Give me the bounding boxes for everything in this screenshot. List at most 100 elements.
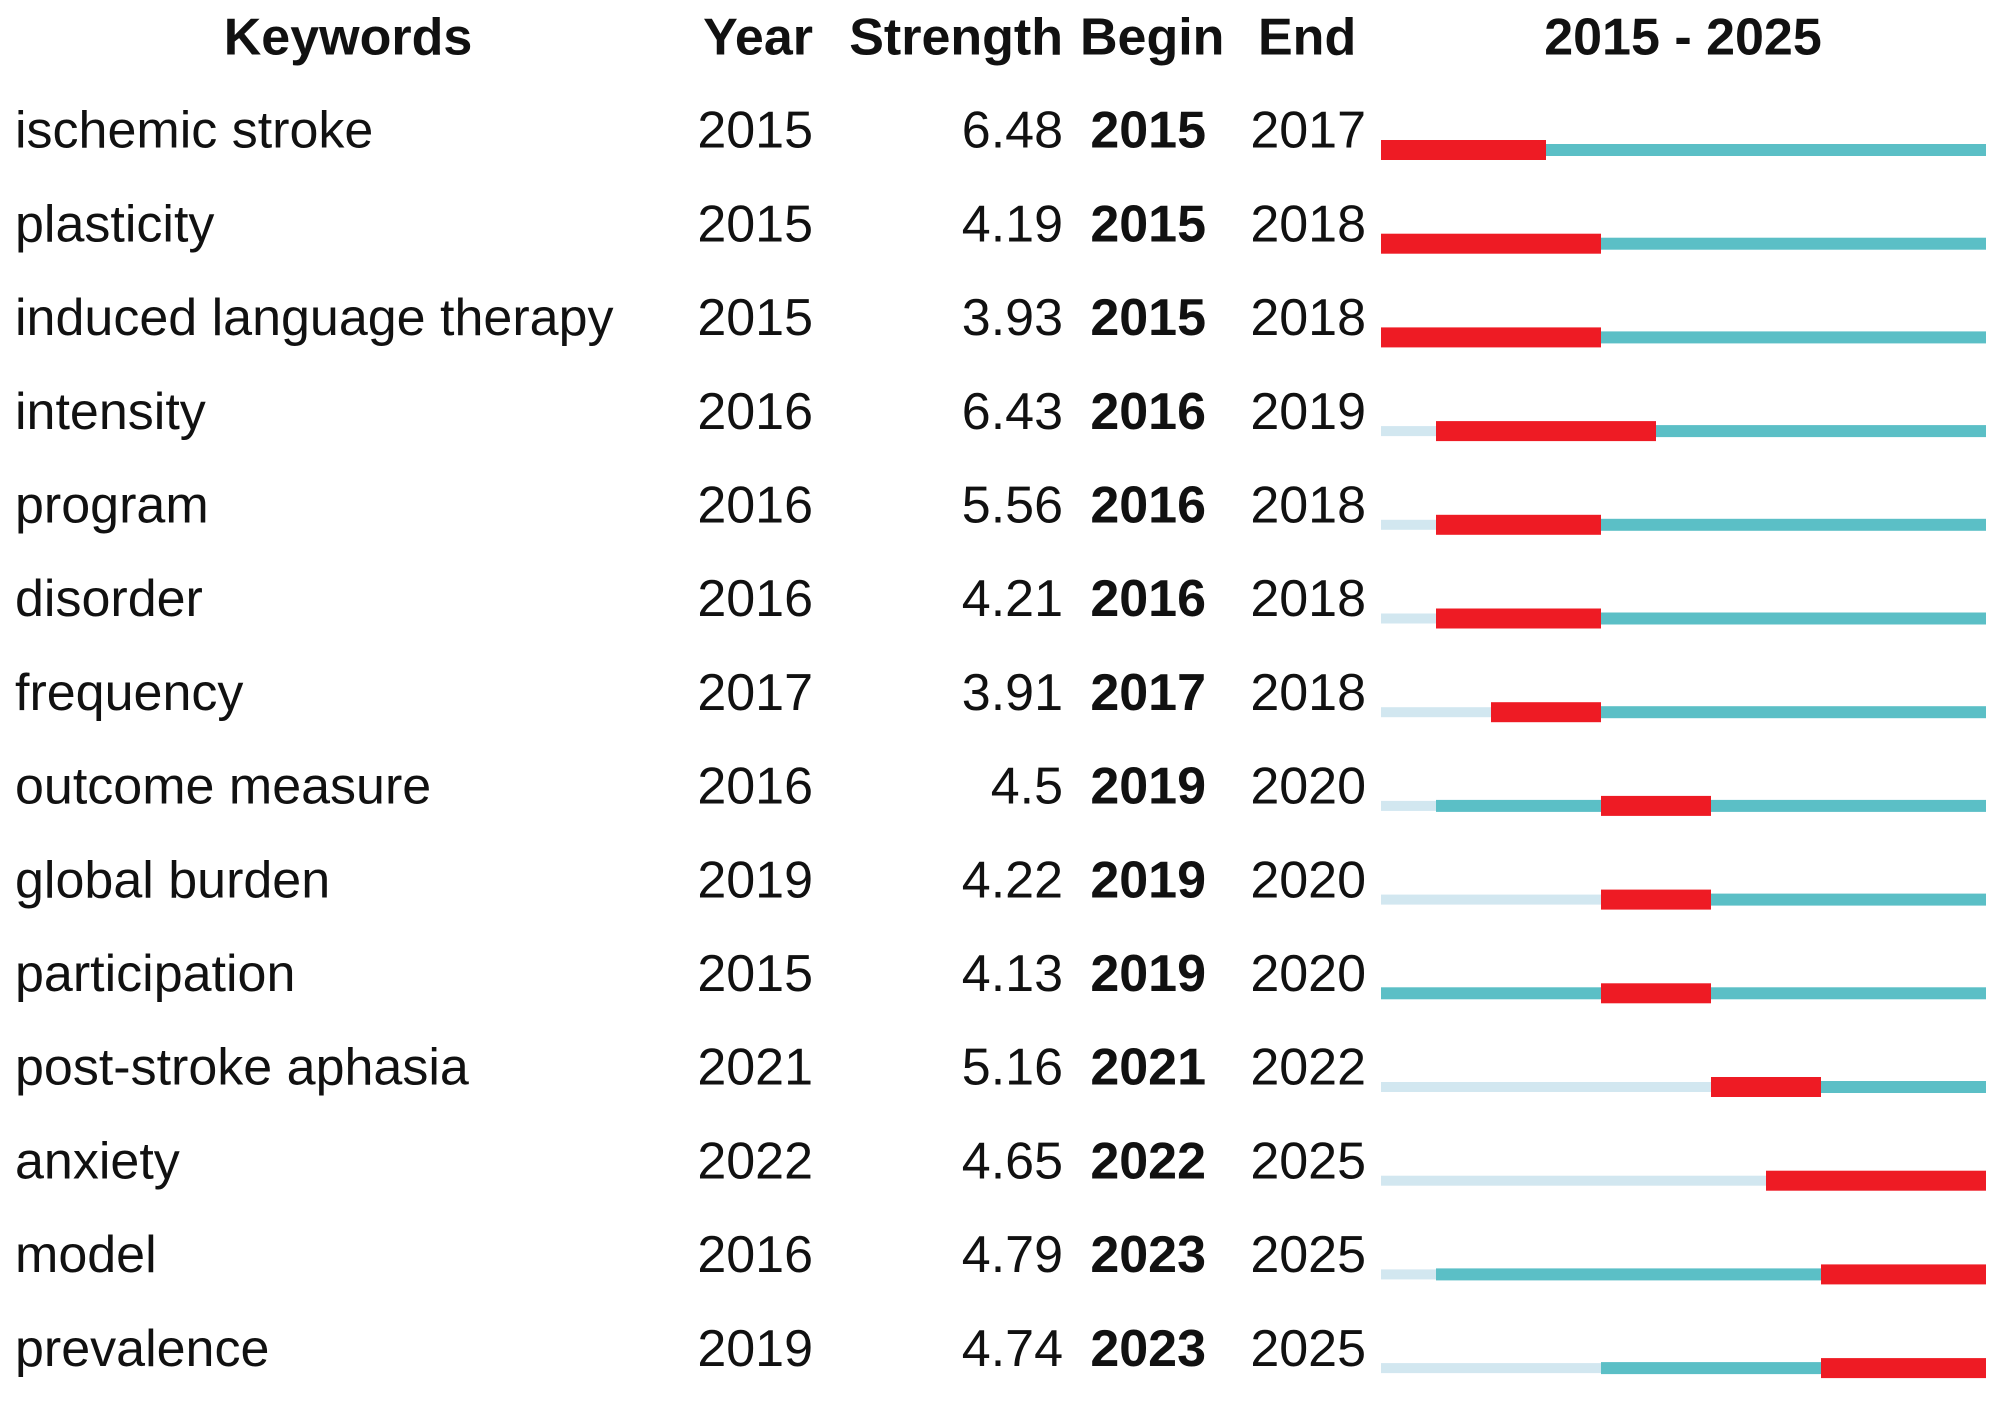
strength: 4.65 [962, 1132, 1063, 1190]
end: 2018 [1250, 477, 1366, 535]
year: 2015 [697, 289, 813, 347]
end: 2018 [1250, 570, 1366, 628]
strength: 4.5 [991, 758, 1063, 816]
year: 2015 [697, 102, 813, 160]
timeline-before [1381, 707, 1491, 718]
header-begin: Begin [1080, 9, 1224, 67]
burst [1381, 233, 1601, 254]
begin: 2021 [1090, 1039, 1206, 1097]
keyword: post-stroke aphasia [15, 1039, 469, 1097]
end: 2020 [1250, 945, 1366, 1003]
burst [1436, 421, 1656, 442]
burst [1491, 702, 1601, 723]
timeline-before [1381, 1363, 1601, 1374]
begin: 2017 [1090, 664, 1206, 722]
keyword: model [15, 1226, 157, 1284]
burst [1381, 140, 1546, 160]
strength: 6.48 [962, 102, 1063, 160]
year: 2016 [697, 570, 813, 628]
begin: 2023 [1090, 1226, 1206, 1284]
year: 2015 [697, 945, 813, 1003]
keyword: program [15, 477, 209, 535]
burst [1601, 889, 1711, 910]
burst [1711, 1077, 1821, 1097]
keyword: plasticity [15, 195, 214, 253]
end: 2018 [1250, 289, 1366, 347]
strength: 4.13 [962, 945, 1063, 1003]
keyword: induced language therapy [15, 289, 613, 347]
year: 2016 [697, 383, 813, 441]
year: 2019 [697, 851, 813, 909]
timeline-before [1381, 1269, 1436, 1280]
year: 2019 [697, 1320, 813, 1378]
end: 2025 [1250, 1320, 1366, 1378]
strength: 4.21 [962, 570, 1063, 628]
end: 2022 [1250, 1039, 1366, 1097]
strength: 4.79 [962, 1226, 1063, 1284]
header-end: End [1258, 9, 1356, 67]
begin: 2016 [1090, 570, 1206, 628]
keyword: participation [15, 945, 295, 1003]
keyword: frequency [15, 664, 243, 722]
year: 2021 [697, 1039, 813, 1097]
header-timeline: 2015 - 2025 [1544, 9, 1822, 67]
strength: 4.19 [962, 195, 1063, 253]
end: 2017 [1250, 102, 1366, 160]
end: 2019 [1250, 383, 1366, 441]
keyword: outcome measure [15, 758, 431, 816]
strength: 5.56 [962, 477, 1063, 535]
burst [1821, 1264, 1986, 1285]
begin: 2015 [1090, 102, 1206, 160]
timeline-before [1381, 1082, 1711, 1092]
timeline-before [1381, 519, 1436, 530]
timeline-active [1491, 706, 1986, 719]
keyword: prevalence [15, 1320, 269, 1378]
year: 2016 [697, 477, 813, 535]
begin: 2019 [1090, 945, 1206, 1003]
end: 2020 [1250, 758, 1366, 816]
end: 2018 [1250, 664, 1366, 722]
timeline-before [1381, 613, 1436, 624]
begin: 2019 [1090, 758, 1206, 816]
end: 2018 [1250, 195, 1366, 253]
strength: 4.74 [962, 1320, 1063, 1378]
strength: 5.16 [962, 1039, 1063, 1097]
year: 2017 [697, 664, 813, 722]
begin: 2015 [1090, 195, 1206, 253]
strength: 3.91 [962, 664, 1063, 722]
begin: 2023 [1090, 1320, 1206, 1378]
end: 2025 [1250, 1132, 1366, 1190]
end: 2020 [1250, 851, 1366, 909]
keyword: disorder [15, 570, 203, 628]
year: 2016 [697, 758, 813, 816]
timeline-before [1381, 800, 1436, 811]
strength: 3.93 [962, 289, 1063, 347]
burst [1381, 327, 1601, 348]
header-strength: Strength [849, 9, 1063, 67]
burst [1766, 1170, 1986, 1191]
begin: 2019 [1090, 851, 1206, 909]
begin: 2022 [1090, 1132, 1206, 1190]
keyword: global burden [15, 851, 330, 909]
begin: 2015 [1090, 289, 1206, 347]
keyword: ischemic stroke [15, 102, 373, 160]
header-keywords: Keywords [224, 9, 473, 67]
year: 2016 [697, 1226, 813, 1284]
burst [1436, 514, 1601, 535]
timeline-before [1381, 894, 1601, 905]
begin: 2016 [1090, 477, 1206, 535]
year: 2022 [697, 1132, 813, 1190]
keyword: anxiety [15, 1132, 180, 1190]
year: 2015 [697, 195, 813, 253]
timeline-before [1381, 426, 1436, 437]
begin: 2016 [1090, 383, 1206, 441]
keyword: intensity [15, 383, 206, 441]
strength: 6.43 [962, 383, 1063, 441]
burst [1436, 608, 1601, 629]
burst [1821, 1358, 1986, 1379]
header-year: Year [703, 9, 813, 67]
end: 2025 [1250, 1226, 1366, 1284]
burst [1601, 983, 1711, 1004]
timeline-before [1381, 1175, 1766, 1186]
